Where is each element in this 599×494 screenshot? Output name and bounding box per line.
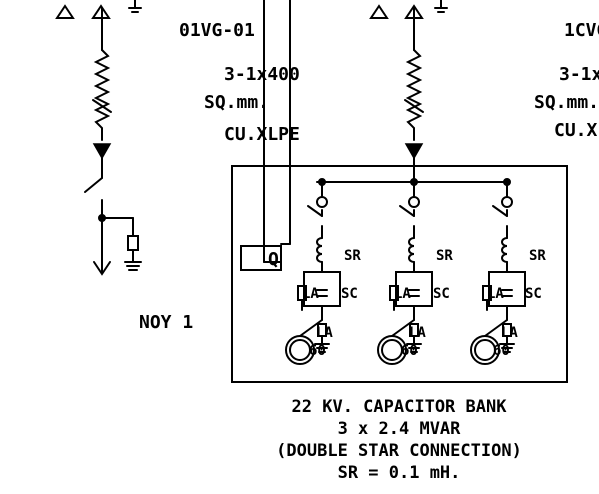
arrow-up-icon <box>91 4 111 19</box>
left-cable-spec-3: CU.XLPE <box>224 124 300 145</box>
branch-2-relay-number: 60 <box>401 343 418 359</box>
branch-2-lower-arrester-label: LA <box>409 325 426 341</box>
caption-line-4: SR = 0.1 mH. <box>338 463 461 483</box>
right-feeder <box>404 7 424 181</box>
caption-line-3: (DOUBLE STAR CONNECTION) <box>276 441 522 461</box>
arrow-up-icon <box>55 4 75 19</box>
branch-2-capacitor-label: SC <box>433 286 450 302</box>
branch-1-arrester-label: LA <box>302 286 319 302</box>
left-feeder-id: 01VG-01 <box>179 20 255 41</box>
branch-1-lower-arrester-label: LA <box>316 325 333 341</box>
branch-1-reactor-label: SR <box>344 248 361 264</box>
left-feeder-lower-label: NOY 1 <box>139 312 193 333</box>
branch-3-relay-number: 60 <box>309 343 326 359</box>
right-cable-spec-2: SQ.mm. <box>534 92 599 113</box>
caption-line-2: 3 x 2.4 MVAR <box>338 419 462 439</box>
left-cable-spec-2: SQ.mm. <box>204 92 269 113</box>
branch-3-capacitor-label: SC <box>525 286 542 302</box>
arrow-up-icon <box>369 4 389 19</box>
arrow-up-icon <box>404 4 424 19</box>
branch-2-arrester-label: LA <box>394 286 411 302</box>
left-feeder <box>84 7 142 276</box>
branch-2-reactor-label: SR <box>436 248 453 264</box>
caption-line-1: 22 KV. CAPACITOR BANK <box>292 397 508 417</box>
branch-3-arrester-label: LA <box>487 286 504 302</box>
right-cable-spec-3: CU.XLPE <box>554 120 599 141</box>
capacitor-bank-enclosure <box>231 165 568 383</box>
branch-3-reactor-label: SR <box>529 248 546 264</box>
right-feeder-id: 1CVG-01 <box>564 20 599 41</box>
right-cable-spec-1: 3-1x240 <box>559 64 599 85</box>
branch-3-lower-arrester-label: LA <box>501 325 518 341</box>
branch-1-relay-number: 60 <box>493 343 510 359</box>
branch-1-capacitor-label: SC <box>341 286 358 302</box>
relay-label: Q <box>268 249 279 270</box>
left-cable-spec-1: 3-1x400 <box>224 64 300 85</box>
relay-box <box>240 245 282 271</box>
